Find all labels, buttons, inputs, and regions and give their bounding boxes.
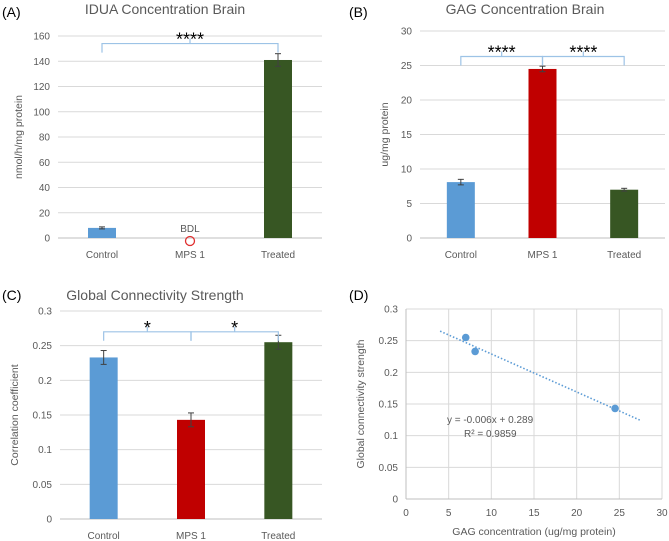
x-tick-label: 0 <box>403 508 409 519</box>
x-tick-label: Control <box>86 250 118 261</box>
x-tick-label: MPS 1 <box>176 531 206 541</box>
y-tick-label: 0.05 <box>33 480 53 491</box>
x-tick-label: MPS 1 <box>175 250 205 261</box>
y-tick-label: 0.15 <box>33 411 53 422</box>
bar-treated <box>264 59 292 238</box>
y-tick-label: 60 <box>39 158 51 169</box>
y-tick-label: 0.2 <box>38 376 52 387</box>
y-tick-label: 0.3 <box>384 305 398 316</box>
y-tick-label: 0.05 <box>379 463 399 474</box>
r-squared: R² = 0.9859 <box>464 429 517 440</box>
bdl-marker <box>184 235 196 247</box>
panel-label: (D) <box>349 287 368 303</box>
significance-stars: **** <box>488 43 516 63</box>
y-tick-label: 20 <box>39 208 51 219</box>
y-axis-label: Correlation coefficient <box>9 364 21 465</box>
panel-label: (C) <box>2 287 21 303</box>
significance-bracket <box>101 38 279 53</box>
bar-treated <box>610 189 639 238</box>
y-axis-label: nmol/h/mg protein <box>13 95 25 179</box>
x-tick-label: 25 <box>614 508 626 519</box>
y-tick-label: 0.25 <box>379 336 399 347</box>
trendline-equation: y = -0.006x + 0.289 <box>447 415 534 426</box>
data-point <box>611 404 619 413</box>
y-tick-label: 0 <box>44 234 50 245</box>
data-point <box>461 333 470 342</box>
chart-title: IDUA Concentration Brain <box>85 1 245 17</box>
bar-mps-1 <box>528 68 557 238</box>
data-point <box>471 347 479 356</box>
y-tick-label: 30 <box>401 27 413 38</box>
x-tick-label: Treated <box>261 531 295 541</box>
y-tick-label: 10 <box>401 165 413 176</box>
x-tick-label: Control <box>88 531 120 541</box>
y-axis-label: Global connectivity strength <box>355 339 367 468</box>
bdl-annotation: BDL <box>180 224 200 235</box>
x-tick-label: 10 <box>486 508 498 519</box>
chart-title: GAG Concentration Brain <box>446 1 605 17</box>
bar-control <box>88 227 116 238</box>
y-tick-label: 0 <box>406 234 412 245</box>
x-tick-label: 5 <box>446 508 452 519</box>
significance-stars: * <box>231 318 238 338</box>
y-tick-label: 15 <box>401 130 413 141</box>
x-tick-label: 30 <box>656 508 668 519</box>
x-tick-label: 20 <box>571 508 583 519</box>
y-tick-label: 0.25 <box>33 341 53 352</box>
bar-control <box>89 357 118 519</box>
y-tick-label: 20 <box>401 96 413 107</box>
x-tick-label: 15 <box>528 508 540 519</box>
bar-mps-1 <box>177 419 205 519</box>
trendline <box>439 330 641 422</box>
y-tick-label: 0.15 <box>379 400 399 411</box>
panel-label: (B) <box>349 4 368 20</box>
significance-stars: * <box>144 318 151 338</box>
x-tick-label: Control <box>445 250 477 261</box>
x-tick-label: Treated <box>607 250 641 261</box>
y-tick-label: 0 <box>392 495 398 506</box>
y-tick-label: 100 <box>33 107 50 118</box>
y-tick-label: 0.2 <box>384 368 398 379</box>
y-axis-label: ug/mg protein <box>379 102 391 166</box>
x-tick-label: MPS 1 <box>527 250 557 261</box>
y-tick-label: 0.1 <box>384 431 398 442</box>
significance-stars: **** <box>176 30 204 50</box>
y-tick-label: 0.3 <box>38 307 52 318</box>
chart-title: Global Connectivity Strength <box>66 287 243 303</box>
y-tick-label: 5 <box>406 199 412 210</box>
panel-label: (A) <box>2 4 21 20</box>
x-tick-label: Treated <box>261 250 295 261</box>
x-axis-label: GAG concentration (ug/mg protein) <box>452 526 615 538</box>
y-tick-label: 80 <box>39 133 51 144</box>
y-tick-label: 140 <box>33 57 50 68</box>
significance-bracket <box>541 51 625 66</box>
y-tick-label: 120 <box>33 82 50 93</box>
significance-bracket <box>190 326 279 341</box>
y-tick-label: 0.1 <box>38 445 52 456</box>
significance-stars: **** <box>569 43 597 63</box>
y-tick-label: 40 <box>39 183 51 194</box>
bar-treated <box>264 342 293 519</box>
bar-control <box>446 182 475 238</box>
y-tick-label: 25 <box>401 61 413 72</box>
y-tick-label: 160 <box>33 32 50 43</box>
y-tick-label: 0 <box>46 515 52 526</box>
